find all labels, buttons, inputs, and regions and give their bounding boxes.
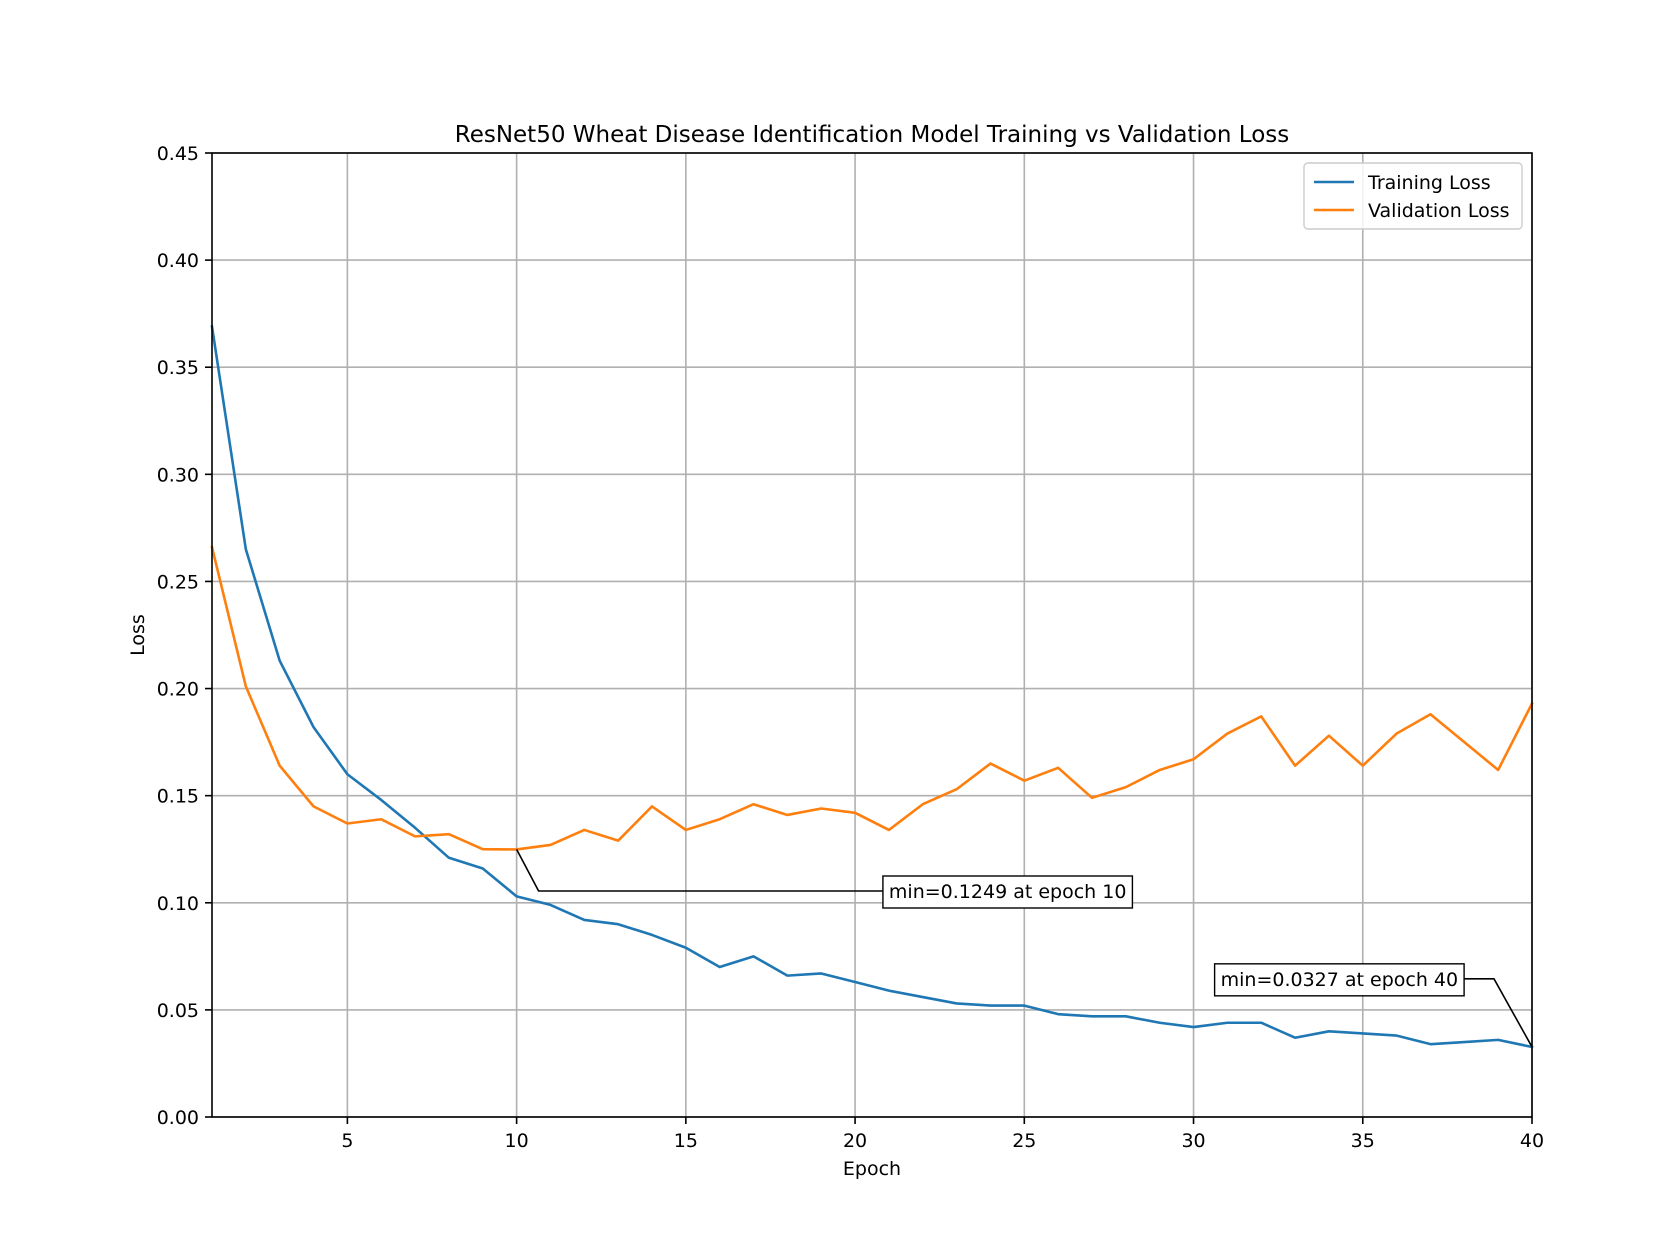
annotation-text: min=0.1249 at epoch 10 [889, 881, 1126, 903]
x-tick-label: 20 [843, 1130, 867, 1152]
y-tick-label: 0.25 [157, 571, 199, 593]
validation-loss-line [210, 545, 1534, 851]
x-tick-label: 30 [1181, 1130, 1205, 1152]
x-tick-label: 10 [505, 1130, 529, 1152]
legend-training: Training Loss [1314, 172, 1491, 194]
min-annotations: min=0.1249 at epoch 10 min=0.0327 at epoc… [515, 849, 1533, 1048]
x-tick-label: 40 [1520, 1130, 1544, 1152]
y-tick-label: 0.45 [157, 143, 199, 165]
axis-ticks: 5 10 15 20 25 30 35 40 0.00 0.05 0.10 0.15 0.20 0.25 0… [157, 143, 1544, 1152]
y-tick-label: 0.40 [157, 250, 199, 272]
annotation-box [882, 875, 1134, 909]
x-tick-label: 25 [1012, 1130, 1036, 1152]
x-tick-label: 5 [341, 1130, 353, 1152]
annotation-arrow [515, 849, 883, 892]
y-tick-label: 0.35 [157, 357, 199, 379]
y-tick-label: 0.10 [157, 893, 199, 915]
training-loss-line [210, 325, 1534, 1049]
y-axis-label: Loss [127, 614, 149, 656]
annotation-2: min=0.0327 at epoch 40 [1213, 963, 1533, 1048]
x-tick-label: 35 [1351, 1130, 1375, 1152]
legend-box [1303, 162, 1523, 230]
chart-title: ResNet50 Wheat Disease Identification Mo… [455, 122, 1289, 148]
annotation-box [1213, 963, 1465, 997]
annotation-arrow [1464, 978, 1533, 1048]
y-tick-label: 0.20 [157, 679, 199, 701]
series-lines [210, 325, 1534, 1049]
y-tick-label: 0.05 [157, 1000, 199, 1022]
legend-label: Training Loss [1367, 172, 1491, 194]
annotation-1: min=0.1249 at epoch 10 [515, 849, 1134, 909]
y-tick-label: 0.30 [157, 464, 199, 486]
legend: Training Loss Validation Loss [1303, 162, 1523, 230]
legend-label: Validation Loss [1368, 200, 1510, 222]
annotation-text: min=0.0327 at epoch 40 [1221, 969, 1458, 991]
plot-area-background [212, 153, 1532, 1117]
y-tick-label: 0.00 [157, 1107, 199, 1129]
y-tick-label: 0.15 [157, 786, 199, 808]
x-tick-label: 15 [674, 1130, 698, 1152]
plot-frame [211, 152, 1533, 1118]
x-axis-label: Epoch [843, 1158, 901, 1180]
legend-validation: Validation Loss [1314, 200, 1510, 222]
